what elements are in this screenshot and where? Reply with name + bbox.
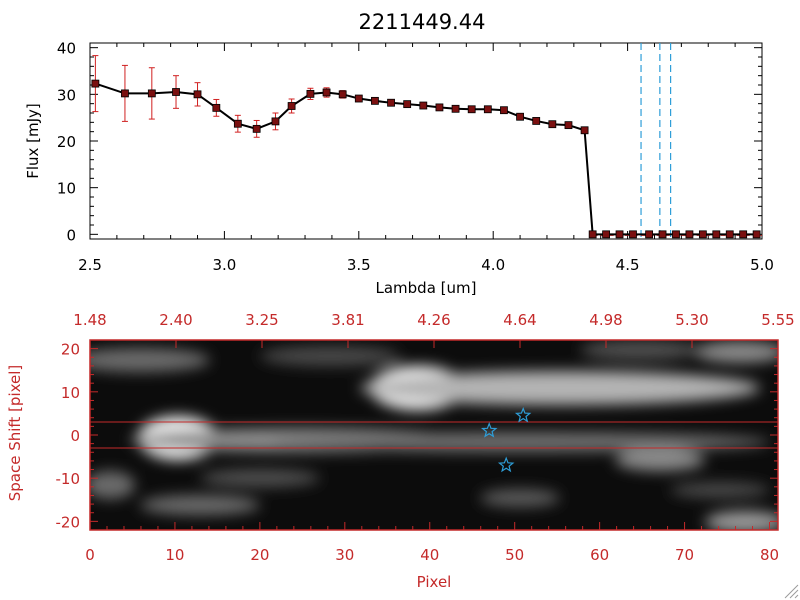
data-point (500, 106, 508, 115)
spectrum-image-panel: 0 10 20 30 40 50 60 70 80 1.48 2.40 3.25 3.81 4.26 4.6… (56, 311, 795, 564)
data-point (287, 102, 296, 110)
image-x-tick-label: 30 (335, 546, 354, 564)
data-point (193, 90, 202, 99)
image-top-tick-label: 4.64 (503, 311, 536, 329)
image-top-tick-label: 3.81 (331, 311, 364, 329)
data-point (172, 88, 180, 96)
image-x-tick-label: 60 (590, 546, 609, 564)
image-axis-ticks: 0 10 20 30 40 50 60 70 80 1.48 2.40 3.25 3.81 4.26 4.6… (56, 311, 795, 564)
data-point (580, 126, 589, 135)
data-point (752, 230, 761, 239)
data-point (712, 230, 721, 239)
image-top-tick-label: 1.48 (73, 311, 106, 329)
image-y-tick-label: 10 (61, 384, 80, 402)
star-icon (514, 406, 532, 423)
image-y-label: Space Shift [pixel] (6, 365, 24, 502)
star-icon (480, 422, 498, 438)
image-x-tick-label: 70 (675, 546, 694, 564)
x-tick-label: 3.0 (212, 256, 236, 274)
x-tick-label: 2.5 (78, 256, 102, 274)
x-tick-label: 4.5 (616, 256, 640, 274)
y-tick-label: 0 (66, 226, 76, 244)
data-point (629, 230, 637, 239)
image-x-tick-label: 40 (420, 546, 439, 564)
data-point (387, 98, 395, 107)
data-point (371, 96, 379, 105)
image-y-tick-label: -20 (56, 513, 81, 531)
data-point (739, 230, 748, 239)
x-tick-label: 4.0 (481, 256, 505, 274)
data-point (672, 230, 680, 239)
resize-grip-icon[interactable] (784, 584, 799, 599)
image-y-tick-label: 20 (61, 341, 80, 359)
data-point (602, 230, 610, 239)
spectrum-y-label: Flux [mJy] (24, 103, 42, 179)
extraction-lines (90, 421, 778, 449)
data-point (658, 230, 667, 239)
data-point (564, 121, 573, 130)
data-point (451, 104, 460, 113)
image-top-tick-label: 2.40 (159, 311, 192, 329)
image-top-tick-label: 5.30 (675, 311, 708, 329)
image-top-tick-label: 3.25 (245, 311, 278, 329)
data-point (548, 120, 557, 129)
star-icon (497, 456, 515, 473)
image-top-tick-label: 4.98 (589, 311, 622, 329)
data-point (233, 119, 242, 128)
image-x-tick-label: 10 (165, 546, 184, 564)
spectrum-markers (91, 79, 761, 239)
data-point (322, 88, 331, 97)
image-y-tick-label: -10 (56, 470, 81, 488)
data-point (435, 103, 444, 112)
data-point (419, 101, 428, 110)
data-point (588, 230, 597, 239)
data-point (698, 230, 707, 239)
y-tick-label: 20 (57, 133, 76, 151)
data-point (306, 89, 315, 98)
spectrum-plot-frame (89, 42, 763, 240)
spectrum-plot: 2.5 3.0 3.5 4.0 4.5 5.0 0 10 20 30 40 (57, 40, 774, 274)
data-point (403, 100, 412, 109)
data-point (483, 105, 492, 114)
data-point (252, 124, 261, 133)
spectrum-image (90, 340, 778, 530)
image-x-tick-label: 20 (250, 546, 269, 564)
image-y-tick-label: 0 (70, 427, 80, 445)
image-top-tick-label: 5.55 (761, 311, 794, 329)
data-point (147, 89, 156, 98)
spectrum-x-label: Lambda [um] (376, 279, 477, 297)
data-point (467, 105, 476, 114)
data-point (212, 103, 221, 112)
data-point (271, 117, 280, 126)
chart-title: 2211449.44 (359, 10, 486, 34)
data-point (645, 230, 654, 239)
y-tick-label: 40 (57, 40, 76, 58)
spectrum-vertical-markers (592, 43, 762, 239)
x-tick-label: 5.0 (750, 256, 774, 274)
y-tick-label: 30 (57, 86, 76, 104)
y-tick-label: 10 (57, 180, 76, 198)
data-point (338, 90, 347, 99)
data-point (516, 112, 524, 121)
spectrum-axis-ticks: 2.5 3.0 3.5 4.0 4.5 5.0 0 10 20 30 40 (57, 40, 774, 274)
image-x-tick-label: 80 (760, 546, 779, 564)
image-x-tick-label: 0 (85, 546, 95, 564)
data-point (354, 94, 363, 103)
x-tick-label: 3.5 (347, 256, 371, 274)
data-point (532, 117, 541, 125)
source-markers (480, 406, 532, 473)
data-point (725, 230, 734, 239)
data-point (685, 230, 694, 239)
image-top-tick-label: 4.26 (417, 311, 450, 329)
image-x-tick-label: 50 (505, 546, 524, 564)
data-point (615, 230, 624, 239)
image-x-label: Pixel (417, 573, 452, 591)
data-point (121, 89, 129, 98)
data-point (91, 79, 100, 88)
